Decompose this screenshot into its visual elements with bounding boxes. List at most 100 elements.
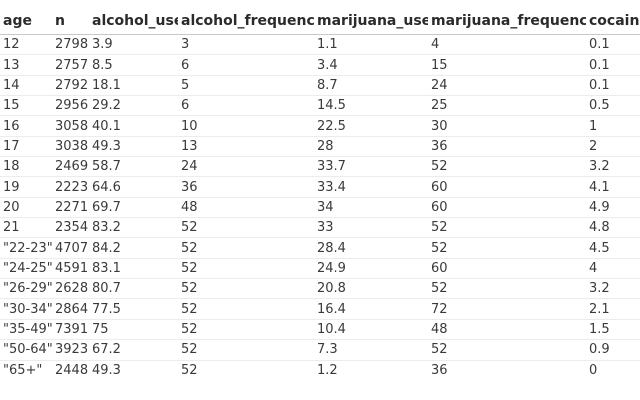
column-header-age[interactable]: age bbox=[0, 8, 52, 35]
cell-cocaine: 1.5 bbox=[586, 319, 640, 341]
table-row[interactable]: "22-23" 4707 84.2 52 28.4 52 4.5 bbox=[0, 237, 640, 259]
table-row[interactable]: 14 2792 18.1 5 8.7 24 0.1 bbox=[0, 75, 640, 97]
column-header-alcohol-frequency[interactable]: alcohol_frequency bbox=[178, 8, 314, 35]
table-row[interactable]: 13 2757 8.5 6 3.4 15 0.1 bbox=[0, 54, 640, 76]
table-row[interactable]: 12 2798 3.9 3 1.1 4 0.1 bbox=[0, 34, 640, 56]
table-row[interactable]: 15 2956 29.2 6 14.5 25 0.5 bbox=[0, 95, 640, 117]
cell-alcohol-frequency: 52 bbox=[178, 237, 314, 259]
cell-n: 2864 bbox=[52, 298, 89, 320]
cell-n: 2628 bbox=[52, 278, 89, 300]
cell-alcohol-frequency: 3 bbox=[178, 34, 314, 56]
cell-marijuana-frequency: 60 bbox=[428, 197, 586, 219]
cell-alcohol-use: 64.6 bbox=[89, 176, 178, 198]
cell-age: "30-34" bbox=[0, 298, 52, 320]
cell-n: 2798 bbox=[52, 34, 89, 56]
cell-alcohol-use: 29.2 bbox=[89, 95, 178, 117]
cell-marijuana-frequency: 60 bbox=[428, 258, 586, 280]
column-header-marijuana-frequency[interactable]: marijuana_frequency bbox=[428, 8, 586, 35]
cell-cocaine: 3.2 bbox=[586, 156, 640, 178]
cell-marijuana-frequency: 52 bbox=[428, 278, 586, 300]
table-row[interactable]: "30-34" 2864 77.5 52 16.4 72 2.1 bbox=[0, 298, 640, 320]
cell-n: 4591 bbox=[52, 258, 89, 280]
cell-alcohol-frequency: 52 bbox=[178, 217, 314, 239]
cell-marijuana-frequency: 52 bbox=[428, 339, 586, 361]
cell-marijuana-use: 28 bbox=[314, 136, 428, 158]
cell-n: 2956 bbox=[52, 95, 89, 117]
cell-age: 13 bbox=[0, 54, 52, 76]
cell-marijuana-use: 33.4 bbox=[314, 176, 428, 198]
cell-cocaine: 0.1 bbox=[586, 54, 640, 76]
table-row[interactable]: "26-29" 2628 80.7 52 20.8 52 3.2 bbox=[0, 278, 640, 300]
cell-n: 2792 bbox=[52, 75, 89, 97]
cell-age: "50-64" bbox=[0, 339, 52, 361]
cell-alcohol-use: 40.1 bbox=[89, 115, 178, 137]
cell-alcohol-frequency: 6 bbox=[178, 54, 314, 76]
cell-age: 20 bbox=[0, 197, 52, 219]
table-row[interactable]: "35-49" 7391 75 52 10.4 48 1.5 bbox=[0, 319, 640, 341]
cell-n: 4707 bbox=[52, 237, 89, 259]
cell-alcohol-use: 49.3 bbox=[89, 136, 178, 158]
cell-alcohol-use: 58.7 bbox=[89, 156, 178, 178]
cell-age: 18 bbox=[0, 156, 52, 178]
cell-alcohol-use: 83.2 bbox=[89, 217, 178, 239]
table-body: 12 2798 3.9 3 1.1 4 0.1 13 2757 8.5 6 3.4 15 0.1 14 279… bbox=[0, 34, 640, 380]
table-row[interactable]: "65+" 2448 49.3 52 1.2 36 0 bbox=[0, 360, 640, 380]
cell-n: 3058 bbox=[52, 115, 89, 137]
table-row[interactable]: "24-25" 4591 83.1 52 24.9 60 4 bbox=[0, 258, 640, 280]
cell-alcohol-frequency: 52 bbox=[178, 298, 314, 320]
cell-marijuana-frequency: 48 bbox=[428, 319, 586, 341]
cell-alcohol-use: 8.5 bbox=[89, 54, 178, 76]
cell-alcohol-frequency: 52 bbox=[178, 339, 314, 361]
cell-marijuana-use: 14.5 bbox=[314, 95, 428, 117]
cell-marijuana-use: 7.3 bbox=[314, 339, 428, 361]
cell-age: "26-29" bbox=[0, 278, 52, 300]
cell-n: 2223 bbox=[52, 176, 89, 198]
header-row: age n alcohol_use alcohol_frequency mari… bbox=[0, 8, 640, 35]
cell-marijuana-use: 8.7 bbox=[314, 75, 428, 97]
data-table-container: age n alcohol_use alcohol_frequency mari… bbox=[0, 8, 640, 400]
cell-marijuana-use: 1.1 bbox=[314, 34, 428, 56]
column-header-cocaine[interactable]: cocaine bbox=[586, 8, 640, 35]
cell-alcohol-frequency: 5 bbox=[178, 75, 314, 97]
cell-age: "35-49" bbox=[0, 319, 52, 341]
cell-cocaine: 4.8 bbox=[586, 217, 640, 239]
cell-marijuana-use: 3.4 bbox=[314, 54, 428, 76]
table-row[interactable]: "50-64" 3923 67.2 52 7.3 52 0.9 bbox=[0, 339, 640, 361]
table-row[interactable]: 20 2271 69.7 48 34 60 4.9 bbox=[0, 197, 640, 219]
cell-marijuana-frequency: 60 bbox=[428, 176, 586, 198]
cell-cocaine: 2 bbox=[586, 136, 640, 158]
cell-cocaine: 0.1 bbox=[586, 75, 640, 97]
table-row[interactable]: 17 3038 49.3 13 28 36 2 bbox=[0, 136, 640, 158]
table-row[interactable]: 18 2469 58.7 24 33.7 52 3.2 bbox=[0, 156, 640, 178]
data-table: age n alcohol_use alcohol_frequency mari… bbox=[0, 8, 640, 380]
cell-cocaine: 2.1 bbox=[586, 298, 640, 320]
cell-alcohol-frequency: 48 bbox=[178, 197, 314, 219]
column-header-alcohol-use[interactable]: alcohol_use bbox=[89, 8, 178, 35]
cell-alcohol-frequency: 52 bbox=[181, 362, 198, 378]
cell-alcohol-frequency: 10 bbox=[178, 115, 314, 137]
cell-n: 2469 bbox=[52, 156, 89, 178]
cell-alcohol-frequency: 52 bbox=[178, 278, 314, 300]
cell-n: 2271 bbox=[52, 197, 89, 219]
cell-marijuana-use: 22.5 bbox=[314, 115, 428, 137]
cell-alcohol-use: 69.7 bbox=[89, 197, 178, 219]
column-header-n[interactable]: n bbox=[52, 8, 89, 35]
cell-age: "24-25" bbox=[0, 258, 52, 280]
cell-age: 17 bbox=[0, 136, 52, 158]
cell-n: 7391 bbox=[52, 319, 89, 341]
cell-marijuana-frequency: 72 bbox=[428, 298, 586, 320]
cell-alcohol-use: 67.2 bbox=[89, 339, 178, 361]
cell-marijuana-frequency: 24 bbox=[428, 75, 586, 97]
cell-n: 3038 bbox=[52, 136, 89, 158]
cell-cocaine: 0.9 bbox=[586, 339, 640, 361]
table-row[interactable]: 21 2354 83.2 52 33 52 4.8 bbox=[0, 217, 640, 239]
cell-age: "65+" bbox=[3, 362, 43, 378]
cell-marijuana-use: 24.9 bbox=[314, 258, 428, 280]
table-row[interactable]: 16 3058 40.1 10 22.5 30 1 bbox=[0, 115, 640, 137]
table-row[interactable]: 19 2223 64.6 36 33.4 60 4.1 bbox=[0, 176, 640, 198]
cell-marijuana-frequency: 36 bbox=[431, 362, 448, 378]
cell-cocaine: 4.9 bbox=[586, 197, 640, 219]
column-header-marijuana-use[interactable]: marijuana_use bbox=[314, 8, 428, 35]
cell-alcohol-frequency: 52 bbox=[178, 319, 314, 341]
cell-marijuana-frequency: 30 bbox=[428, 115, 586, 137]
